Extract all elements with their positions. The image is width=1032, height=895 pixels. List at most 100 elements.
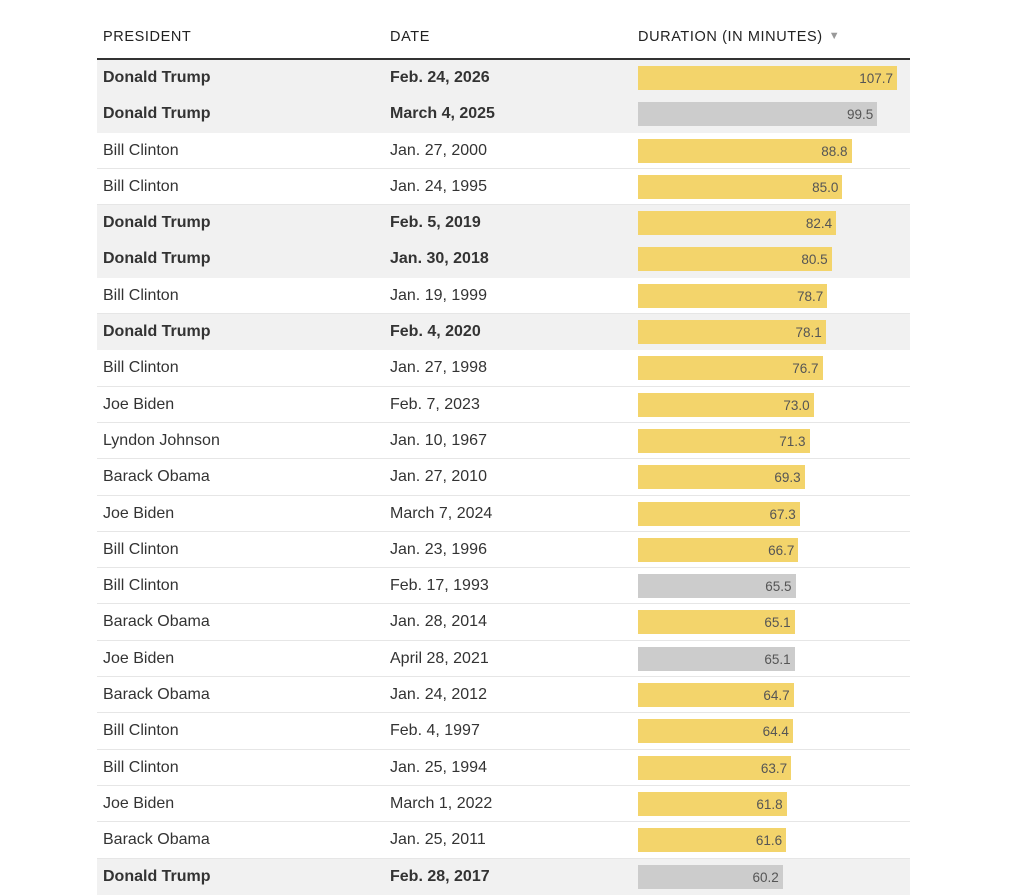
- duration-bar: 71.3: [638, 428, 810, 453]
- president-cell: Bill Clinton: [103, 758, 179, 776]
- duration-value-label: 65.1: [764, 651, 791, 667]
- table-row: Joe Biden Feb. 7, 2023 73.0: [97, 386, 910, 423]
- table-row: Barack Obama Jan. 24, 2012 64.7: [97, 677, 910, 714]
- duration-bar: 61.6: [638, 828, 787, 853]
- duration-value-label: 61.6: [755, 833, 783, 849]
- duration-value-label: 65.1: [764, 615, 791, 631]
- date-cell: Jan. 27, 1998: [390, 359, 487, 377]
- president-cell: Donald Trump: [103, 323, 211, 341]
- duration-value-label: 64.7: [763, 688, 790, 704]
- table-header: PRESIDENT DATE DURATION (IN MINUTES) ▼: [97, 0, 910, 60]
- duration-bar: 67.3: [638, 501, 800, 526]
- president-cell: Barack Obama: [103, 613, 210, 631]
- president-cell: Bill Clinton: [103, 177, 179, 195]
- date-cell: April 28, 2021: [390, 649, 489, 667]
- duration-table: PRESIDENT DATE DURATION (IN MINUTES) ▼ Do…: [97, 0, 910, 895]
- date-cell: Feb. 24, 2026: [390, 69, 490, 86]
- duration-bar: 85.0: [638, 174, 843, 199]
- date-cell: Jan. 23, 1996: [390, 540, 487, 558]
- duration-value-label: 78.1: [795, 325, 822, 341]
- column-header-president[interactable]: PRESIDENT: [103, 29, 192, 45]
- president-cell: Joe Biden: [103, 395, 175, 413]
- date-cell: Feb. 5, 2019: [390, 214, 481, 232]
- president-cell: Bill Clinton: [103, 141, 179, 159]
- table-row: Bill Clinton Jan. 23, 1996 66.7: [97, 531, 910, 569]
- president-cell: Bill Clinton: [103, 722, 179, 740]
- president-cell: Bill Clinton: [103, 286, 179, 304]
- president-cell: Bill Clinton: [103, 577, 179, 595]
- table-row: Donald Trump Feb. 28, 2017 60.2: [97, 858, 910, 895]
- table-row: Bill Clinton Feb. 4, 1997 64.4: [97, 713, 910, 750]
- duration-bar: 99.5: [638, 102, 878, 127]
- table-row: Donald Trump March 4, 2025 99.5: [97, 96, 910, 133]
- column-header-duration[interactable]: DURATION (IN MINUTES) ▼: [638, 29, 840, 45]
- table-row: Bill Clinton Feb. 17, 1993 65.5: [97, 568, 910, 605]
- president-cell: Donald Trump: [103, 105, 211, 123]
- table-row: Donald Trump Feb. 24, 2026 107.7: [97, 60, 910, 97]
- duration-bar: 69.3: [638, 465, 805, 490]
- date-cell: Feb. 4, 2020: [390, 323, 481, 341]
- president-cell: Joe Biden: [103, 649, 175, 667]
- duration-value-label: 61.8: [756, 796, 783, 812]
- duration-value-label: 82.4: [805, 216, 833, 232]
- duration-value-label: 60.2: [752, 869, 779, 885]
- date-cell: Jan. 10, 1967: [390, 431, 487, 449]
- president-cell: Bill Clinton: [103, 359, 179, 377]
- duration-bar: 64.7: [638, 683, 794, 708]
- table-row: Donald Trump Feb. 5, 2019 82.4: [97, 205, 910, 242]
- date-cell: Jan. 19, 1999: [390, 286, 487, 304]
- president-cell: Donald Trump: [103, 250, 211, 268]
- duration-value-label: 76.7: [792, 361, 819, 377]
- president-cell: Barack Obama: [103, 686, 210, 704]
- date-cell: Jan. 25, 1994: [390, 758, 487, 776]
- date-cell: Jan. 30, 2018: [390, 250, 489, 268]
- duration-value-label: 88.8: [821, 143, 848, 159]
- president-cell: Joe Biden: [103, 794, 175, 812]
- table-row: Joe Biden April 28, 2021 65.1: [97, 640, 910, 678]
- date-cell: Jan. 25, 2011: [390, 831, 486, 849]
- duration-value-label: 63.7: [760, 760, 788, 776]
- duration-bar: 64.4: [638, 719, 793, 744]
- duration-value-label: 69.3: [774, 470, 801, 486]
- column-header-date[interactable]: DATE: [390, 29, 430, 45]
- date-cell: Jan. 27, 2010: [390, 468, 487, 486]
- table-row: Joe Biden March 1, 2022 61.8: [97, 785, 910, 823]
- date-cell: Jan. 28, 2014: [390, 613, 487, 631]
- date-cell: Jan. 24, 2012: [390, 686, 487, 704]
- column-header-duration-label: DURATION (IN MINUTES): [638, 29, 823, 45]
- table-row: Barack Obama Jan. 28, 2014 65.1: [97, 604, 910, 641]
- date-cell: Feb. 7, 2023: [390, 395, 480, 413]
- date-cell: Feb. 4, 1997: [390, 722, 480, 740]
- date-cell: March 4, 2025: [390, 105, 495, 123]
- duration-bar: 65.1: [638, 610, 795, 635]
- table-row: Donald Trump Jan. 30, 2018 80.5: [97, 241, 910, 278]
- president-cell: Donald Trump: [103, 867, 211, 885]
- duration-bar: 78.7: [638, 283, 828, 308]
- table-row: Barack Obama Jan. 25, 2011 61.6: [97, 822, 910, 859]
- table-row: Joe Biden March 7, 2024 67.3: [97, 495, 910, 532]
- duration-bar: 60.2: [638, 864, 783, 889]
- duration-value-label: 67.3: [769, 506, 796, 522]
- duration-bar: 82.4: [638, 211, 837, 236]
- duration-value-label: 66.7: [768, 542, 795, 558]
- date-cell: Feb. 28, 2017: [390, 867, 490, 885]
- duration-bar: 66.7: [638, 537, 799, 562]
- duration-value-label: 71.3: [779, 433, 806, 449]
- duration-value-label: 73.0: [783, 397, 810, 413]
- sort-descending-icon[interactable]: ▼: [828, 30, 841, 42]
- table-body: Donald Trump Feb. 24, 2026 107.7 Donald Tru…: [97, 60, 910, 895]
- date-cell: Jan. 24, 1995: [390, 177, 487, 195]
- table-row: Bill Clinton Jan. 27, 2000 88.8: [97, 132, 910, 169]
- duration-value-label: 64.4: [762, 724, 789, 740]
- duration-bar: 107.7: [638, 66, 897, 90]
- date-cell: March 7, 2024: [390, 504, 493, 522]
- duration-bar: 63.7: [638, 755, 792, 780]
- president-cell: Joe Biden: [103, 504, 175, 522]
- date-cell: Feb. 17, 1993: [390, 577, 489, 595]
- table-row: Lyndon Johnson Jan. 10, 1967 71.3: [97, 422, 910, 460]
- duration-bar: 88.8: [638, 138, 852, 163]
- table-row: Bill Clinton Jan. 25, 1994 63.7: [97, 749, 910, 786]
- table-row: Donald Trump Feb. 4, 2020 78.1: [97, 314, 910, 351]
- president-cell: Barack Obama: [103, 468, 210, 486]
- president-cell: Donald Trump: [103, 214, 211, 232]
